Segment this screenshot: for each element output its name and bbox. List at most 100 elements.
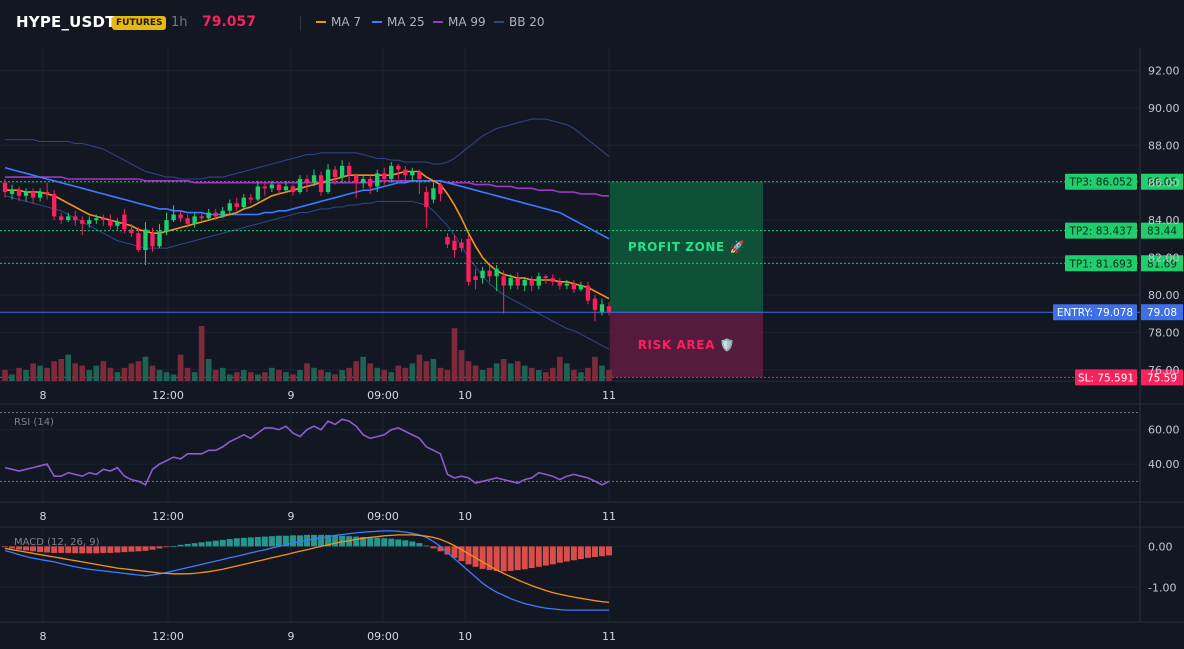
candlesticks[interactable] [2, 160, 612, 322]
volume-bar [79, 365, 86, 381]
legend-bb20-swatch [494, 20, 504, 23]
price-tick-label: 88.00 [1148, 139, 1180, 152]
macd-hist-bar [100, 546, 107, 553]
bollinger-bands [4, 118, 610, 350]
candle [157, 223, 162, 249]
level-lines [0, 181, 1140, 378]
macd-hist-bar [465, 546, 472, 565]
macd-hist-bar [367, 537, 374, 547]
candle-body [564, 283, 570, 286]
candle [101, 214, 106, 226]
candle [424, 186, 429, 228]
volume-bar [304, 363, 310, 381]
chart-header: HYPE_USDT FUTURES 1h 79.057 MA 7 MA 25 M… [0, 0, 1184, 46]
candle-body [361, 178, 366, 183]
volume-bar [353, 361, 359, 381]
macd-hist-bar [261, 536, 268, 547]
candle [129, 223, 134, 237]
candle [115, 218, 120, 230]
candle [255, 180, 261, 202]
macd-hist-bar [135, 546, 142, 552]
symbol-name[interactable]: HYPE_USDT [16, 13, 116, 31]
candle-body [578, 285, 584, 290]
candle-body [304, 178, 310, 183]
macd-line [4, 530, 609, 611]
candle [44, 182, 50, 200]
candle [213, 208, 218, 221]
candle [16, 186, 22, 202]
volume-bar [121, 367, 128, 381]
volume-bar [592, 356, 598, 381]
candle [536, 272, 541, 290]
timeframe-label[interactable]: 1h [171, 15, 188, 30]
candle-body [2, 182, 8, 193]
candle-body [37, 192, 43, 198]
time-tick-label: 09:00 [367, 630, 399, 643]
volume-bar [550, 367, 556, 381]
candle [346, 162, 352, 183]
legend-ma25[interactable]: MA 25 [372, 15, 425, 29]
candle [368, 175, 373, 194]
macd-hist-bar [9, 546, 16, 549]
level-tag-tp3 [1065, 173, 1137, 190]
macd-hist-bar [86, 546, 93, 554]
volume-bar [114, 372, 121, 381]
risk-area-label: RISK AREA 🛡️ [638, 338, 736, 352]
candle-body [382, 173, 387, 179]
volume-bar [149, 365, 156, 381]
macd-hist-bar [289, 535, 296, 547]
candle [87, 216, 92, 228]
volume-bar [219, 367, 226, 381]
volume-bar [395, 365, 402, 381]
candle-body [543, 276, 548, 279]
candle [361, 175, 366, 189]
macd-hist-bar [577, 546, 584, 560]
candle [23, 188, 29, 202]
level-tag-entry [1053, 304, 1137, 321]
time-tick-label: 10 [458, 510, 472, 523]
candle [276, 182, 282, 194]
volume-bar [500, 359, 507, 381]
time-tick-label: 11 [602, 630, 616, 643]
macd-hist-bar [493, 546, 500, 571]
macd-hist-bar [219, 539, 226, 547]
volume-bar [451, 328, 458, 381]
legend-bb20[interactable]: BB 20 [494, 15, 545, 29]
candle [431, 182, 436, 204]
legend-ma99[interactable]: MA 99 [433, 15, 486, 29]
legend-ma99-swatch [433, 20, 443, 23]
candle [143, 221, 148, 266]
macd-hist-bar [226, 539, 233, 547]
volume-bar [557, 356, 563, 381]
candle [304, 175, 310, 193]
time-tick-label: 8 [40, 630, 47, 643]
legend-ma7[interactable]: MA 7 [316, 15, 361, 29]
volume-bar [528, 367, 535, 381]
price-tick-label: 80.00 [1148, 289, 1180, 302]
candle-body [473, 276, 478, 280]
profit-zone-label: PROFIT ZONE 🚀 [628, 240, 745, 254]
candle-body [66, 216, 71, 221]
macd-hist-bar [58, 546, 65, 553]
macd-hist-bar [598, 546, 605, 557]
candle [564, 279, 570, 290]
rsi-tick-label: 60.00 [1148, 424, 1180, 437]
volume-bar [170, 374, 177, 381]
candle-body [150, 233, 155, 247]
macd-hist-bar [93, 546, 100, 554]
candle [487, 265, 492, 282]
volume-bar [248, 372, 254, 381]
volume-bar [100, 361, 107, 381]
candle-body [143, 229, 148, 251]
candle [543, 274, 548, 284]
level-tag-text-entry: ENTRY: 79.078 [1057, 307, 1133, 319]
macd-hist-bar [395, 539, 402, 547]
candle-body [220, 210, 225, 217]
volume-bars [2, 326, 612, 381]
candle-body [122, 214, 127, 230]
candle [192, 212, 197, 228]
candle-body [585, 285, 591, 301]
macd-tick-label: -1.00 [1148, 581, 1176, 594]
macd-hist-bar [212, 540, 219, 547]
